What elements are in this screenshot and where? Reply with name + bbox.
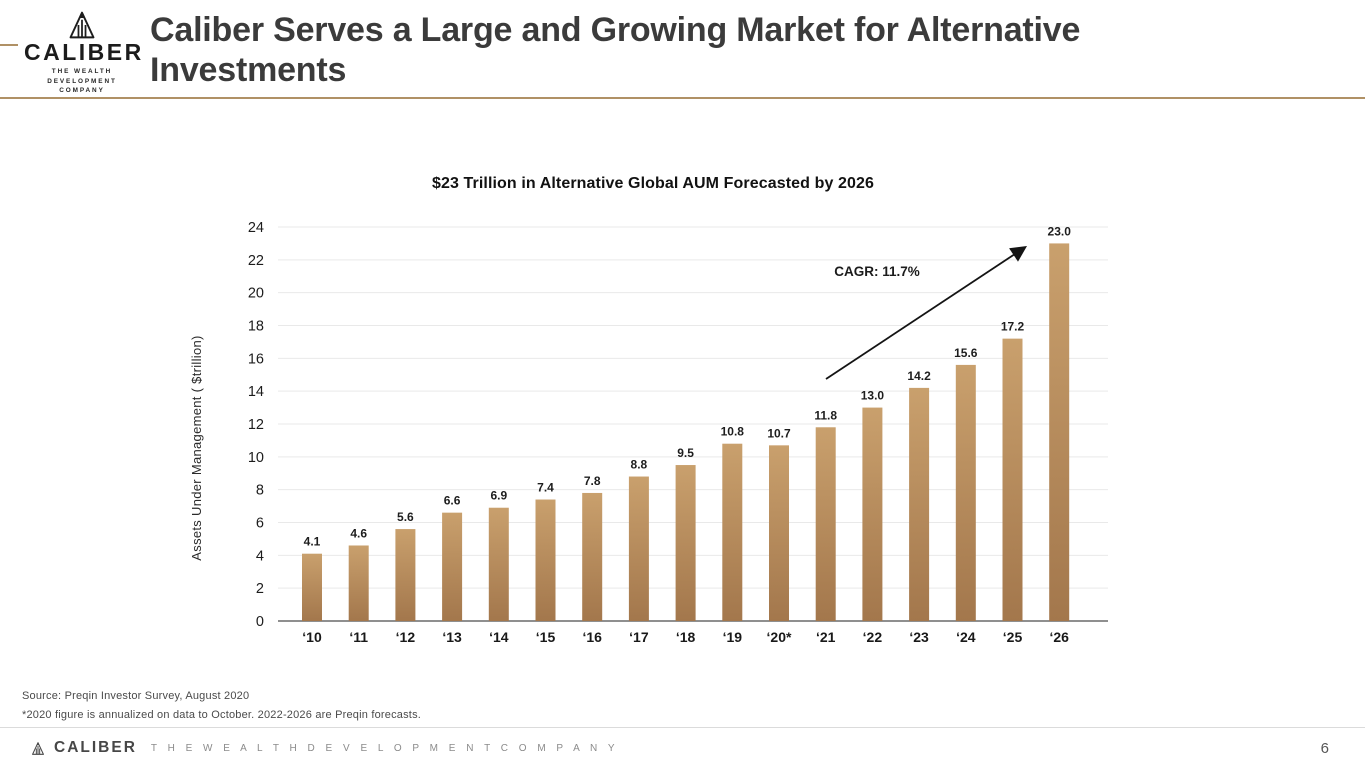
- mountain-logo-icon: [69, 11, 95, 39]
- x-tick-label: ‘22: [863, 629, 883, 645]
- chart-bar: [1049, 243, 1070, 621]
- logo-tagline: THE WEALTH DEVELOPMENT COMPANY: [24, 67, 140, 96]
- x-tick-label: ‘26: [1049, 629, 1069, 645]
- x-tick-label: ‘20*: [767, 629, 792, 645]
- source-note: Source: Preqin Investor Survey, August 2…: [22, 690, 250, 702]
- y-axis-title: Assets Under Management ( $trillion): [189, 335, 204, 560]
- header-divider: [0, 97, 1365, 99]
- x-tick-label: ‘13: [442, 629, 462, 645]
- bar-value-label: 5.6: [397, 510, 414, 524]
- bar-value-label: 8.8: [631, 458, 648, 472]
- chart-bar: [675, 465, 696, 621]
- y-tick-label: 14: [248, 384, 264, 400]
- x-tick-label: ‘19: [723, 629, 743, 645]
- chart-bar: [955, 364, 976, 621]
- x-tick-label: ‘14: [489, 629, 509, 645]
- chart-bar: [442, 512, 463, 621]
- logo-tagline-line2: COMPANY: [59, 87, 105, 95]
- chart-bar: [769, 445, 789, 621]
- y-tick-label: 8: [256, 483, 264, 499]
- y-tick-label: 22: [248, 253, 264, 269]
- bar-value-label: 9.5: [677, 446, 694, 460]
- footer-brand: CALIBER: [54, 739, 137, 756]
- bar-value-label: 6.6: [444, 494, 461, 508]
- chart-bar: [488, 507, 509, 621]
- bar-value-label: 10.7: [767, 426, 791, 440]
- x-tick-label: ‘21: [816, 629, 836, 645]
- x-tick-label: ‘23: [909, 629, 929, 645]
- bar-value-label: 10.8: [721, 425, 745, 439]
- x-tick-label: ‘12: [396, 629, 416, 645]
- trend-arrow: [825, 246, 1028, 380]
- footer-tagline: T H E W E A L T H D E V E L O P M E N T …: [150, 742, 619, 754]
- page-number: 6: [1320, 739, 1329, 757]
- chart-bar: [582, 492, 603, 621]
- y-tick-label: 24: [248, 220, 264, 236]
- mountain-logo-icon-small: [32, 741, 44, 755]
- y-tick-label: 18: [248, 319, 264, 335]
- bar-value-label: 6.9: [490, 489, 507, 503]
- chart-bar: [395, 529, 416, 621]
- bar-value-label: 11.8: [814, 408, 837, 422]
- bar-value-label: 4.6: [350, 526, 367, 540]
- chart-bar: [302, 553, 322, 621]
- page-title: Caliber Serves a Large and Growing Marke…: [150, 11, 1081, 89]
- chart-bar: [862, 407, 883, 621]
- bar-value-label: 17.2: [1001, 320, 1025, 334]
- bar-value-label: 14.2: [907, 369, 931, 383]
- x-tick-label: ‘24: [956, 629, 976, 645]
- footer: CALIBER T H E W E A L T H D E V E L O P …: [0, 727, 1365, 768]
- y-tick-label: 16: [248, 351, 264, 367]
- x-tick-label: ‘18: [676, 629, 696, 645]
- caliber-logo: CALIBER THE WEALTH DEVELOPMENT COMPANY: [24, 10, 144, 96]
- chart-bar: [1002, 338, 1023, 621]
- y-tick-label: 2: [256, 581, 264, 597]
- y-tick-label: 20: [248, 286, 264, 302]
- bar-value-label: 7.8: [584, 474, 601, 488]
- logo-brand: CALIBER: [24, 39, 144, 65]
- accent-dash: [0, 44, 18, 46]
- x-tick-label: ‘11: [349, 629, 368, 645]
- x-tick-label: ‘15: [536, 629, 556, 645]
- y-tick-label: 10: [248, 450, 264, 466]
- chart-bar: [348, 545, 369, 621]
- chart-bar: [909, 387, 930, 621]
- x-tick-label: ‘16: [582, 629, 602, 645]
- y-tick-label: 6: [256, 516, 264, 532]
- chart-bar: [815, 427, 836, 621]
- bar-value-label: 13.0: [861, 389, 885, 403]
- footnotes: Source: Preqin Investor Survey, August 2…: [22, 687, 421, 724]
- asterisk-note: *2020 figure is annualized on data to Oc…: [22, 708, 422, 721]
- x-tick-label: ‘17: [629, 629, 649, 645]
- bar-value-label: 4.1: [304, 535, 321, 549]
- logo-tagline-line1: THE WEALTH DEVELOPMENT: [47, 68, 117, 85]
- chart-bar: [628, 476, 649, 621]
- chart-title: $23 Trillion in Alternative Global AUM F…: [432, 175, 874, 192]
- chart-bar: [722, 443, 743, 621]
- x-tick-label: ‘25: [1003, 629, 1023, 645]
- bar-value-label: 23.0: [1048, 224, 1072, 238]
- bar-value-label: 7.4: [537, 481, 554, 495]
- y-tick-label: 4: [256, 548, 264, 564]
- y-tick-label: 0: [256, 614, 264, 630]
- chart-bar: [535, 499, 556, 621]
- y-tick-label: 12: [248, 417, 264, 433]
- bar-value-label: 15.6: [954, 346, 978, 360]
- cagr-annotation: CAGR: 11.7%: [834, 264, 920, 279]
- x-tick-label: ‘10: [302, 629, 322, 645]
